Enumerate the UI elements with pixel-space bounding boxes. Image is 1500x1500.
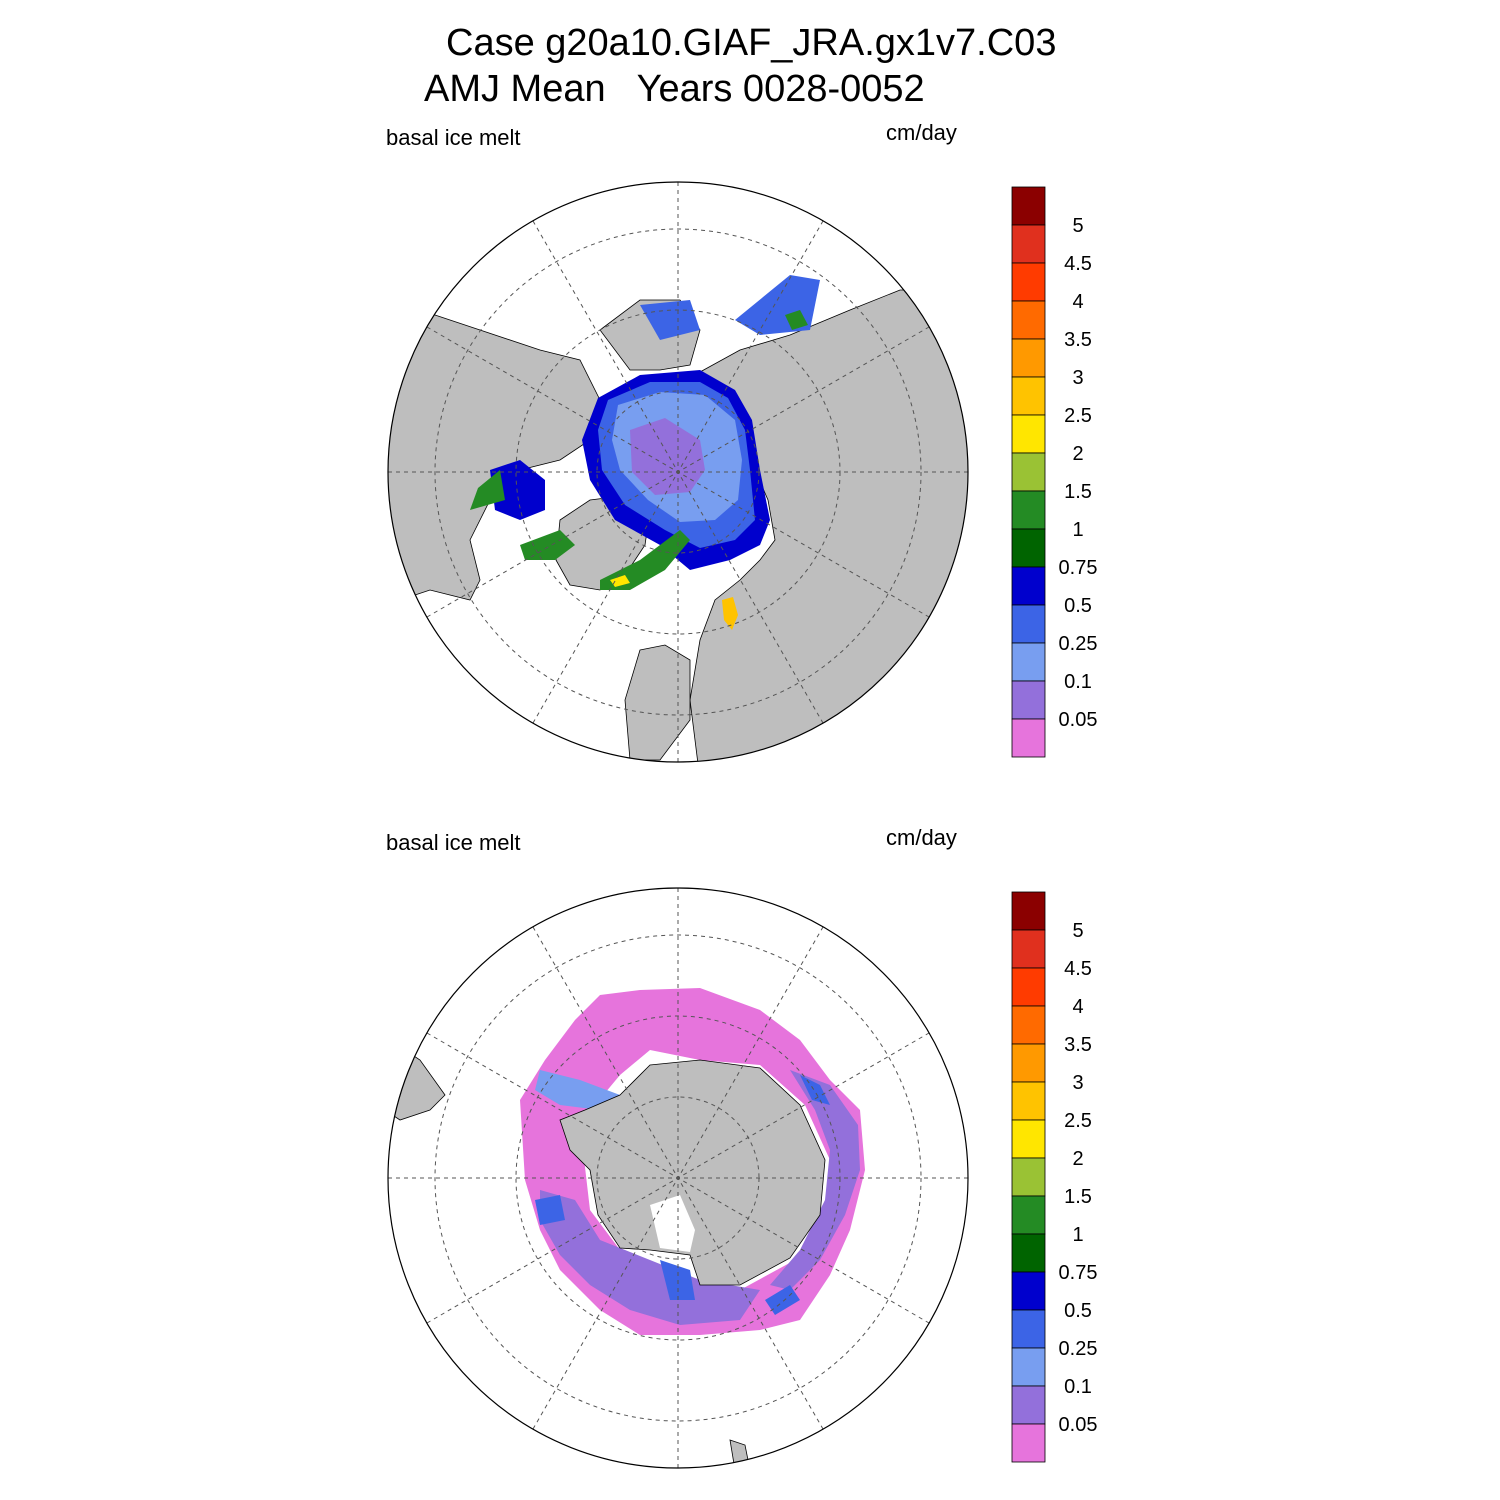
south-ice-blue-patch-4 [535,1195,565,1225]
south-colorbar-box [1011,1271,1046,1311]
north-colorbar-label: 4 [1072,291,1083,313]
south-colorbar-label: 4 [1072,996,1083,1018]
north-colorbar-box [1011,262,1046,302]
north-colorbar-label: 0.25 [1059,633,1098,655]
south-colorbar-box [1011,1195,1046,1235]
north-colorbar-label: 0.75 [1059,557,1098,579]
south-colorbar-label: 0.5 [1064,1300,1092,1322]
north-land-europe [624,644,691,761]
north-colorbar-box [1011,718,1046,758]
north-colorbar-box [1011,338,1046,378]
south-colorbar: 5 4.5 4 3.5 3 2.5 2 1.5 1 0.75 0.5 0.25 0.1 0.05 [1011,891,1098,1463]
north-colorbar-box [1011,490,1046,530]
north-colorbar-box [1011,376,1046,416]
chart-title-line2: AMJ Mean Years 0028-0052 [424,68,925,110]
north-colorbar-label: 2 [1072,443,1083,465]
north-map-frame [387,181,969,763]
south-ice-weddell [535,1070,620,1110]
north-colorbar-label: 1 [1072,519,1083,541]
south-colorbar-box [1011,1081,1046,1121]
north-colorbar-box [1011,452,1046,492]
south-colorbar-label: 1 [1072,1224,1083,1246]
south-colorbar-label: 0.1 [1064,1376,1092,1398]
south-colorbar-label: 3 [1072,1072,1083,1094]
south-colorbar-label: 0.75 [1059,1262,1098,1284]
north-units-label: cm/day [886,120,957,145]
south-polar-map [387,887,969,1469]
north-colorbar-label: 3.5 [1064,329,1092,351]
south-colorbar-box [1011,1423,1046,1463]
south-colorbar-box [1011,929,1046,969]
north-colorbar-box [1011,604,1046,644]
south-colorbar-box [1011,1309,1046,1349]
south-map-frame [387,887,969,1469]
south-colorbar-label: 2 [1072,1148,1083,1170]
south-colorbar-label: 2.5 [1064,1110,1092,1132]
south-colorbar-box [1011,1157,1046,1197]
south-units-label: cm/day [886,825,957,850]
north-colorbar-box [1011,300,1046,340]
south-colorbar-label: 3.5 [1064,1034,1092,1056]
south-colorbar-box [1011,967,1046,1007]
south-colorbar-box [1011,1119,1046,1159]
north-ice-hudson-green [470,470,505,510]
north-colorbar-box [1011,680,1046,720]
north-colorbar: 5 4.5 4 3.5 3 2.5 2 1.5 1 0.75 0.5 0.25 0.1 0.05 [1011,186,1098,758]
north-colorbar-box [1011,528,1046,568]
south-ice-blue-patch-2 [765,1285,800,1315]
south-left-label: basal ice melt [386,830,521,855]
south-ice-purple-west [540,1190,760,1325]
south-graticule [388,888,968,1468]
south-colorbar-box [1011,1043,1046,1083]
north-colorbar-label: 3 [1072,367,1083,389]
north-left-label: basal ice melt [386,125,521,150]
south-colorbar-label: 1.5 [1064,1186,1092,1208]
north-colorbar-box [1011,566,1046,606]
north-ice-okhotsk-green [785,310,808,330]
north-colorbar-box [1011,224,1046,264]
south-ice-purple-east [770,1070,860,1290]
north-ice-baltic [722,597,738,630]
north-colorbar-label: 1.5 [1064,481,1092,503]
south-colorbar-box [1011,1385,1046,1425]
north-graticule [388,182,968,762]
south-colorbar-box [1011,1233,1046,1273]
north-ice-barents-yellow [610,575,630,587]
south-colorbar-label: 4.5 [1064,958,1092,980]
south-colorbar-box [1011,1005,1046,1045]
south-land-antarctica [559,1059,826,1286]
south-ice-blue-patch-3 [800,1075,830,1105]
north-colorbar-label: 0.05 [1059,709,1098,731]
south-colorbar-box [1011,1347,1046,1387]
north-ice-baffin-green [520,530,575,560]
north-ice-barents-green [600,530,690,590]
north-colorbar-label: 4.5 [1064,253,1092,275]
south-colorbar-label: 5 [1072,920,1083,942]
north-colorbar-label: 5 [1072,215,1083,237]
south-colorbar-label: 0.25 [1059,1338,1098,1360]
south-land-ross-shelf [650,1195,695,1252]
south-colorbar-label: 0.05 [1059,1414,1098,1436]
north-ice-lowest [630,418,705,495]
north-colorbar-box [1011,642,1046,682]
chart-title-line1: Case g20a10.GIAF_JRA.gx1v7.C03 [446,22,1057,64]
north-colorbar-box [1011,186,1046,226]
north-colorbar-label: 0.1 [1064,671,1092,693]
north-colorbar-label: 0.5 [1064,595,1092,617]
south-colorbar-box [1011,891,1046,931]
north-colorbar-label: 2.5 [1064,405,1092,427]
north-polar-map [387,181,969,763]
north-colorbar-box [1011,414,1046,454]
